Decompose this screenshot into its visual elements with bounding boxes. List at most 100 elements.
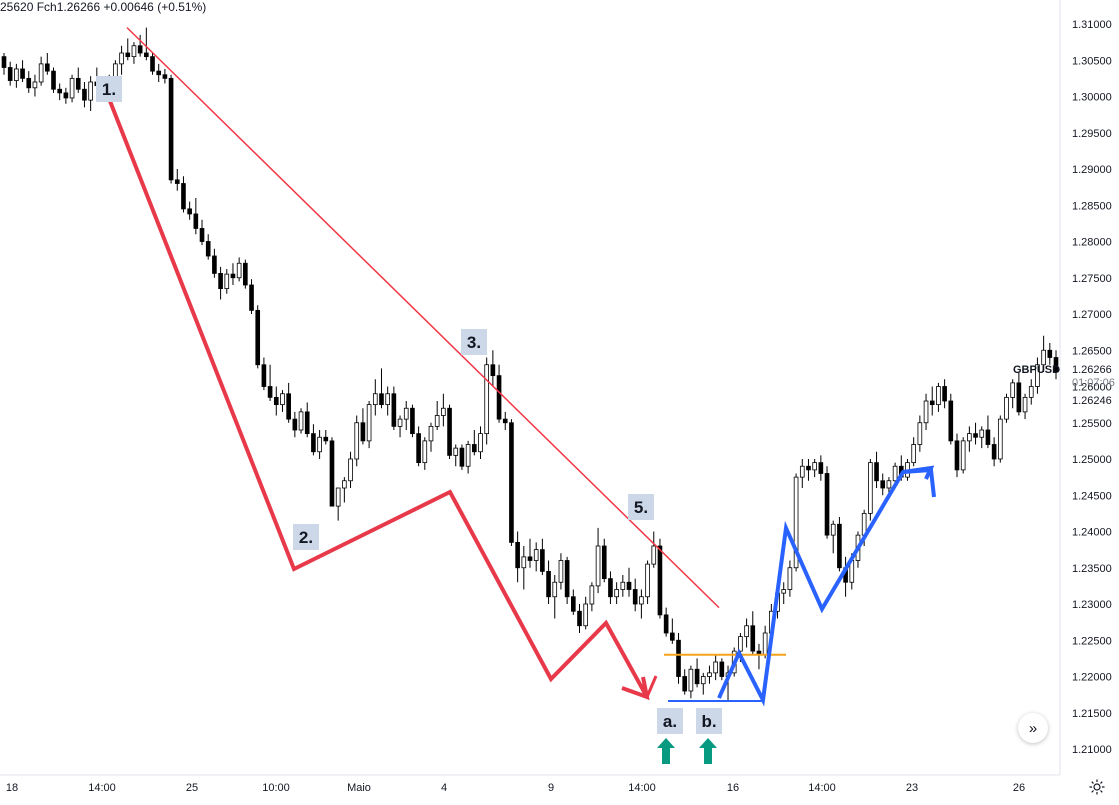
candle-body [762,632,768,656]
candle-body [515,541,520,569]
candle-body [32,81,38,89]
time-tick-label: 14:00 [808,782,836,794]
candle-body [1022,396,1028,413]
candle [1016,372,1022,416]
candle-body [311,433,316,453]
candle [385,386,390,416]
price-tick-label: 1.26000 [1072,382,1112,394]
label-bg [96,76,122,102]
label-bg [657,708,683,734]
candle-body [44,63,50,72]
candle-body [243,262,248,286]
candle [416,426,421,467]
price-axis[interactable]: 1.31000 1.30500 1.30000 1.29500 1.29000 1.285… [1013,0,1115,775]
candle [280,390,285,412]
label-bg [696,708,722,734]
candle [144,27,149,61]
candle-body [181,183,186,210]
label-point-5: 5. [628,494,654,520]
close-label: Fch [36,0,57,14]
candle-body [329,440,335,507]
candle-body [428,425,434,442]
candle-body [985,429,991,445]
candle-body [63,92,69,99]
candle-body [1035,364,1040,387]
candles [1,27,1059,702]
candle [57,83,63,101]
scroll-to-realtime-button[interactable]: » [1018,713,1048,743]
candle [14,63,19,88]
label-text: 5. [634,498,648,517]
candle-body [614,589,619,598]
candle [348,451,353,488]
candle [880,473,886,496]
price-tick-label: 1.22500 [1072,635,1112,647]
candle-body [385,393,390,406]
candle [230,263,236,285]
label-bg [461,329,487,355]
candle [601,538,607,583]
candle-body [82,88,87,101]
candle-body [942,386,947,402]
candle [824,466,830,539]
candle-body [366,404,372,442]
candle-body [174,179,180,184]
candle [670,618,675,644]
candle-body [403,407,409,420]
candle [342,477,347,503]
candle-body [806,465,811,471]
candle-body [583,603,589,627]
candle [608,571,613,604]
candle [273,386,279,416]
candle-body [787,567,793,590]
candle [26,71,32,93]
candle [799,459,805,488]
time-tick-label: 25 [186,782,198,794]
candle [329,437,335,507]
candle [69,74,75,103]
candle [515,531,520,583]
candle [490,350,496,387]
candle [818,455,824,481]
candle [187,201,192,220]
candle [63,87,69,104]
price-tick-label: 1.25500 [1072,418,1112,430]
candle [1022,393,1028,420]
candle [923,393,929,430]
candle [595,527,601,594]
candle-body [280,393,285,406]
candle-body [267,386,273,398]
candle [372,379,378,416]
candle-body [830,523,836,536]
candle-body [218,272,223,290]
candle-body [540,549,545,572]
candle-body [892,465,898,482]
candle [564,556,570,604]
chart-settings-button[interactable] [1087,777,1107,797]
price-tick-label: 1.26500 [1072,345,1112,357]
teal-up-arrow-icon [657,738,675,764]
candle [781,582,787,604]
price-tick-label: 1.29000 [1072,164,1112,176]
candle [639,589,644,619]
candle-body [651,545,657,565]
time-axis[interactable]: 18 14:00 25 10:00 Maio 4 9 14:00 16 14:00 23 26 [0,774,1060,794]
candle-body [478,433,483,453]
candle [942,379,947,409]
candle-body [14,68,19,81]
candle [465,440,471,474]
candle [379,368,384,409]
candle [917,415,923,452]
candle [119,45,124,75]
candle-body [422,440,428,464]
candle-body [125,52,131,58]
time-tick-label: 4 [441,782,447,794]
candle-body [874,462,879,482]
candle [335,487,341,521]
candle-body [7,67,13,81]
candle [1047,343,1053,365]
candle-body [967,433,972,442]
candle-body [38,63,44,83]
candle-body [509,422,514,543]
